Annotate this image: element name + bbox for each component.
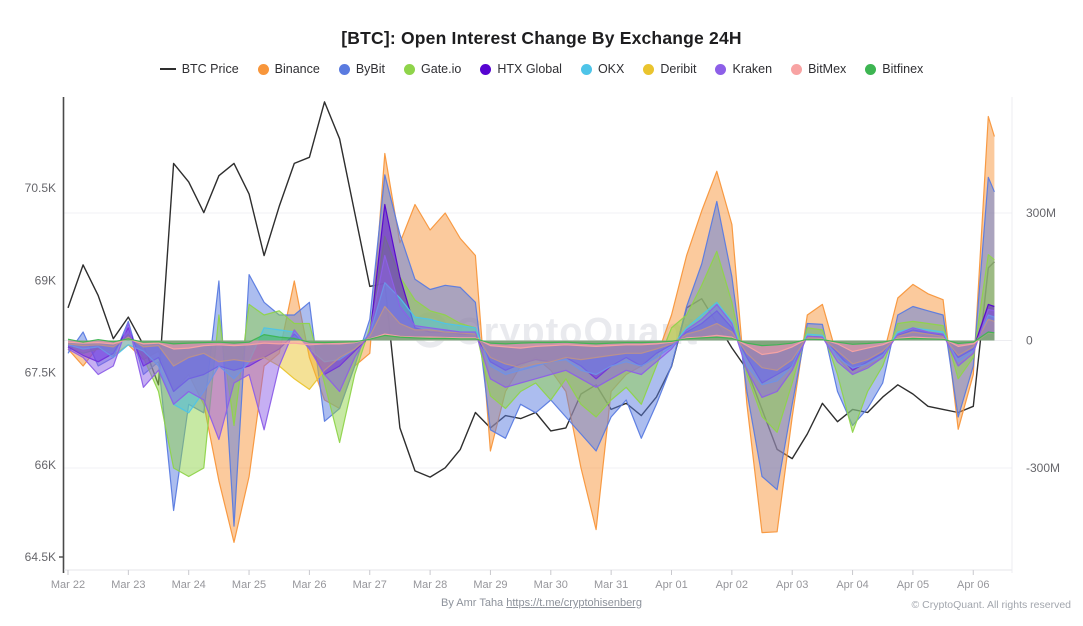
legend-item-htx-global[interactable]: HTX Global xyxy=(480,62,562,76)
left-axis-label: 66K xyxy=(35,458,56,472)
legend-dot-icon xyxy=(715,63,727,75)
right-axis-label: -300M xyxy=(1026,461,1060,475)
byline-author: By Amr Taha xyxy=(441,597,507,609)
legend-line-marker-icon xyxy=(159,67,176,71)
legend-label: Deribit xyxy=(660,62,697,76)
legend-label: Bitfinex xyxy=(882,62,924,76)
left-axis-label: 70.5K xyxy=(25,181,56,195)
byline: By Amr Taha https://t.me/cryptohisenberg xyxy=(0,597,1083,609)
legend-dot-icon xyxy=(338,63,350,75)
legend-label: ByBit xyxy=(355,62,386,76)
x-axis-label: Mar 25 xyxy=(232,579,266,591)
legend-dot-icon xyxy=(791,63,803,75)
x-axis-label: Apr 03 xyxy=(776,579,808,591)
x-axis-label: Apr 06 xyxy=(957,579,989,591)
legend-label: HTX Global xyxy=(497,62,562,76)
legend-label: OKX xyxy=(597,62,625,76)
legend-item-deribit[interactable]: Deribit xyxy=(643,62,696,76)
x-axis-label: Mar 26 xyxy=(292,579,326,591)
legend-label: Kraken xyxy=(732,62,773,76)
legend-label: BTC Price xyxy=(181,62,239,76)
right-axis-label: 300M xyxy=(1026,206,1056,220)
legend-item-bitmex[interactable]: BitMex xyxy=(791,62,846,76)
x-axis-label: Mar 31 xyxy=(594,579,628,591)
legend-item-binance[interactable]: Binance xyxy=(257,62,320,76)
x-axis-label: Apr 04 xyxy=(836,579,868,591)
chart-legend: BTC Price Binance ByBit Gate.io HTX Global OK… xyxy=(0,62,1083,76)
x-axis-label: Apr 05 xyxy=(897,579,929,591)
legend-item-bybit[interactable]: ByBit xyxy=(338,62,386,76)
legend-label: BitMex xyxy=(808,62,847,76)
legend-item-bitfinex[interactable]: Bitfinex xyxy=(865,62,923,76)
x-axis-label: Apr 02 xyxy=(716,579,748,591)
left-axis-label: 69K xyxy=(35,273,56,287)
right-axis-label: 0 xyxy=(1026,334,1033,348)
legend-item-kraken[interactable]: Kraken xyxy=(715,62,772,76)
x-axis-label: Mar 23 xyxy=(111,579,145,591)
x-axis-label: Mar 24 xyxy=(172,579,206,591)
legend-item-gate-io[interactable]: Gate.io xyxy=(404,62,461,76)
legend-item-btc-price[interactable]: BTC Price xyxy=(159,62,239,76)
byline-link[interactable]: https://t.me/cryptohisenberg xyxy=(506,597,642,609)
x-axis-label: Mar 30 xyxy=(534,579,568,591)
left-axis-label: 64.5K xyxy=(25,550,56,564)
x-axis-label: Mar 22 xyxy=(51,579,85,591)
area-bitfinex xyxy=(67,331,995,347)
legend-dot-icon xyxy=(480,63,492,75)
legend-label: Gate.io xyxy=(421,62,462,76)
legend-item-okx[interactable]: OKX xyxy=(580,62,625,76)
legend-label: Binance xyxy=(274,62,320,76)
legend-dot-icon xyxy=(865,63,877,75)
legend-dot-icon xyxy=(257,63,269,75)
chart-title: [BTC]: Open Interest Change By Exchange … xyxy=(341,28,742,48)
area-bitmex xyxy=(67,332,995,356)
x-axis-label: Apr 01 xyxy=(655,579,687,591)
x-axis-label: Mar 28 xyxy=(413,579,447,591)
legend-dot-icon xyxy=(643,63,655,75)
left-axis-label: 67.5K xyxy=(25,366,56,380)
legend-dot-icon xyxy=(404,63,416,75)
x-axis-label: Mar 27 xyxy=(353,579,387,591)
copyright-note: © CryptoQuant. All rights reserved xyxy=(911,599,1071,611)
x-axis-label: Mar 29 xyxy=(473,579,507,591)
legend-dot-icon xyxy=(580,63,592,75)
